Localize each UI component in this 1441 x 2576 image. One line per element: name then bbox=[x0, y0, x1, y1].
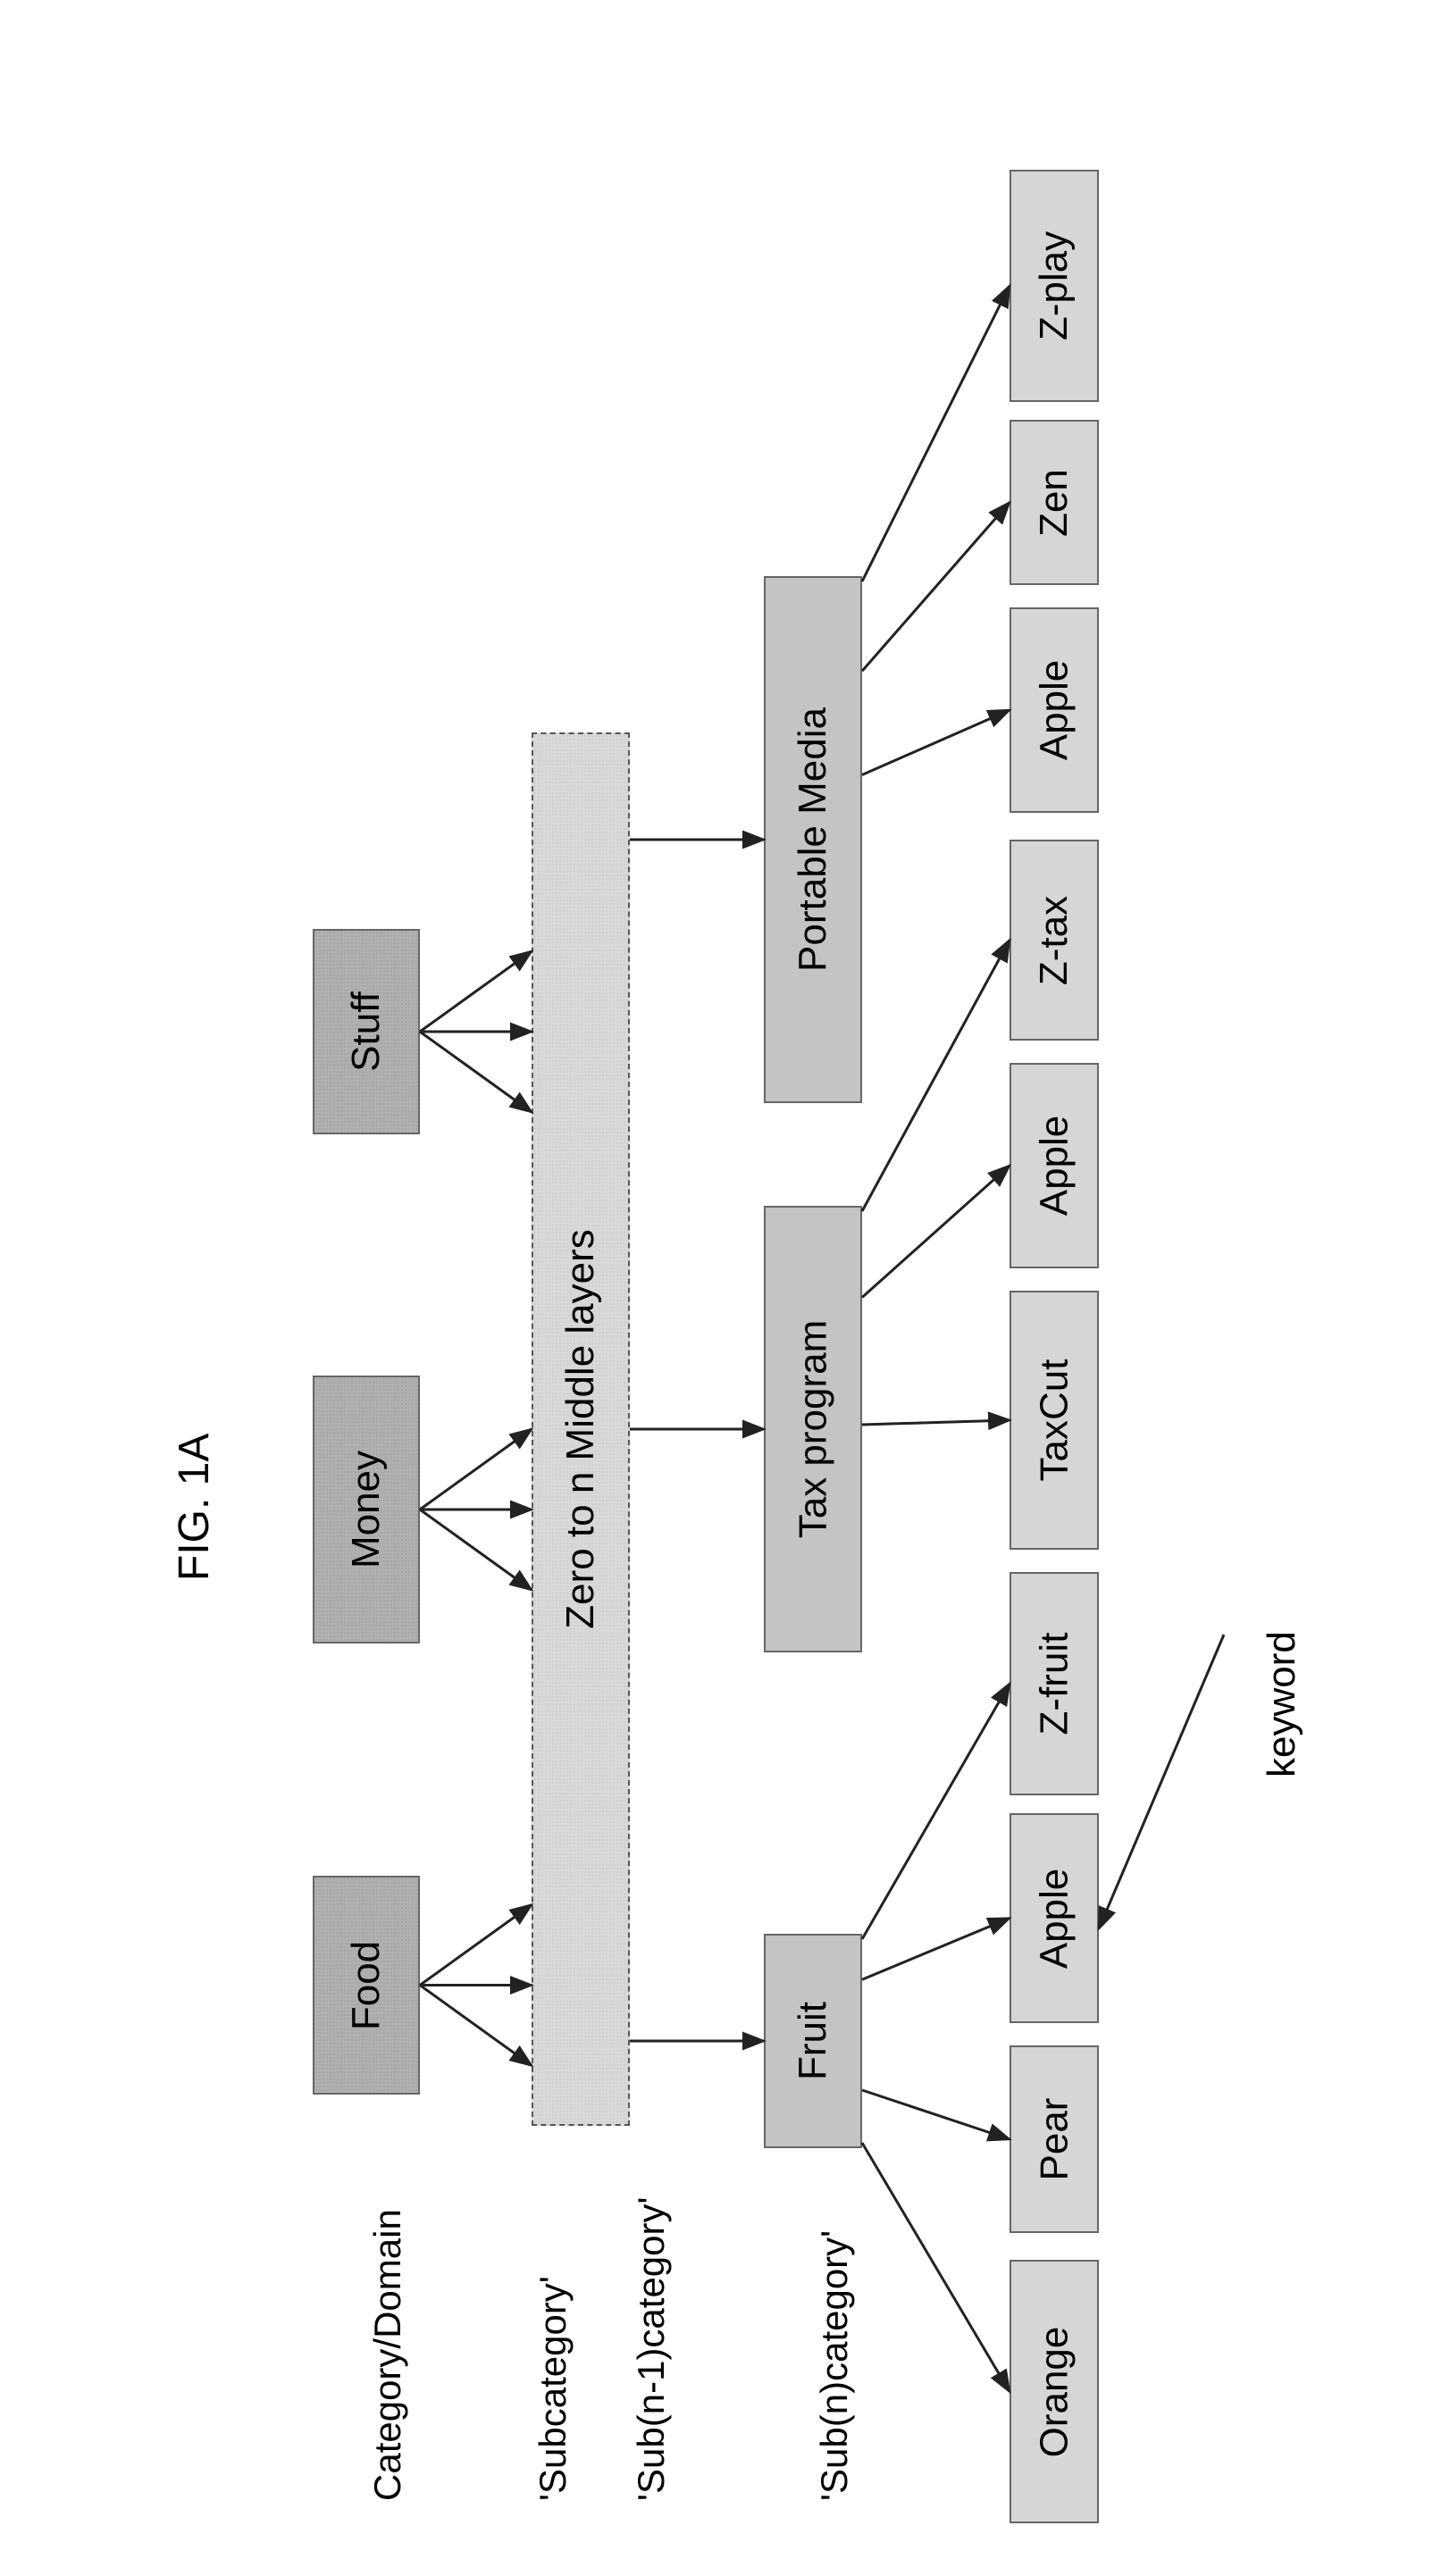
figure-title: FIG. 1A bbox=[170, 1434, 219, 1581]
label-keyword: keyword bbox=[1260, 1631, 1304, 1777]
node-apple3: Apple bbox=[1010, 607, 1099, 813]
label-category-domain: Category/Domain bbox=[366, 2209, 409, 2501]
node-label-ztax: Z-tax bbox=[1032, 895, 1077, 984]
node-money: Money bbox=[313, 1376, 420, 1643]
node-pear: Pear bbox=[1010, 2045, 1099, 2233]
node-label-stuff: Stuff bbox=[344, 991, 389, 1072]
node-zen: Zen bbox=[1010, 420, 1099, 585]
node-fruit: Fruit bbox=[764, 1934, 862, 2148]
node-label-pear: Pear bbox=[1032, 2098, 1077, 2181]
node-label-taxcut: TaxCut bbox=[1032, 1359, 1077, 1482]
node-label-food: Food bbox=[344, 1940, 389, 2029]
label-subcategory: 'Subcategory' bbox=[532, 2276, 574, 2501]
node-label-zfruit: Z-fruit bbox=[1032, 1633, 1077, 1735]
node-portable-media: Portable Media bbox=[764, 576, 862, 1103]
label-sub-n-minus-1: 'Sub(n-1)category' bbox=[630, 2196, 673, 2501]
diagram-canvas: FIG. 1A Category/Domain 'Subcategory' 'S… bbox=[36, 36, 1405, 2540]
node-apple1: Apple bbox=[1010, 1813, 1099, 2023]
node-zplay: Z-play bbox=[1010, 170, 1099, 402]
node-zfruit: Z-fruit bbox=[1010, 1572, 1099, 1795]
node-stuff: Stuff bbox=[313, 929, 420, 1134]
node-middle-layers: Zero to n Middle layers bbox=[532, 732, 630, 2126]
node-apple2: Apple bbox=[1010, 1063, 1099, 1268]
node-label-apple3: Apple bbox=[1032, 660, 1077, 761]
arrows-layer bbox=[36, 36, 1405, 2540]
node-label-tax-program: Tax program bbox=[791, 1320, 835, 1539]
node-label-orange: Orange bbox=[1032, 2326, 1077, 2457]
node-label-zen: Zen bbox=[1032, 469, 1077, 537]
node-label-fruit: Fruit bbox=[791, 2002, 835, 2080]
node-label-apple2: Apple bbox=[1032, 1116, 1077, 1217]
node-label-apple1: Apple bbox=[1032, 1868, 1077, 1969]
node-food: Food bbox=[313, 1876, 420, 2095]
node-label-middle-layers: Zero to n Middle layers bbox=[558, 1229, 603, 1629]
node-taxcut: TaxCut bbox=[1010, 1291, 1099, 1550]
node-ztax: Z-tax bbox=[1010, 840, 1099, 1041]
node-label-money: Money bbox=[344, 1451, 389, 1568]
label-sub-n: 'Sub(n)category' bbox=[813, 2230, 856, 2501]
node-label-zplay: Z-play bbox=[1032, 231, 1077, 340]
node-tax-program: Tax program bbox=[764, 1206, 862, 1652]
node-orange: Orange bbox=[1010, 2260, 1099, 2523]
node-label-portable-media: Portable Media bbox=[791, 707, 835, 972]
